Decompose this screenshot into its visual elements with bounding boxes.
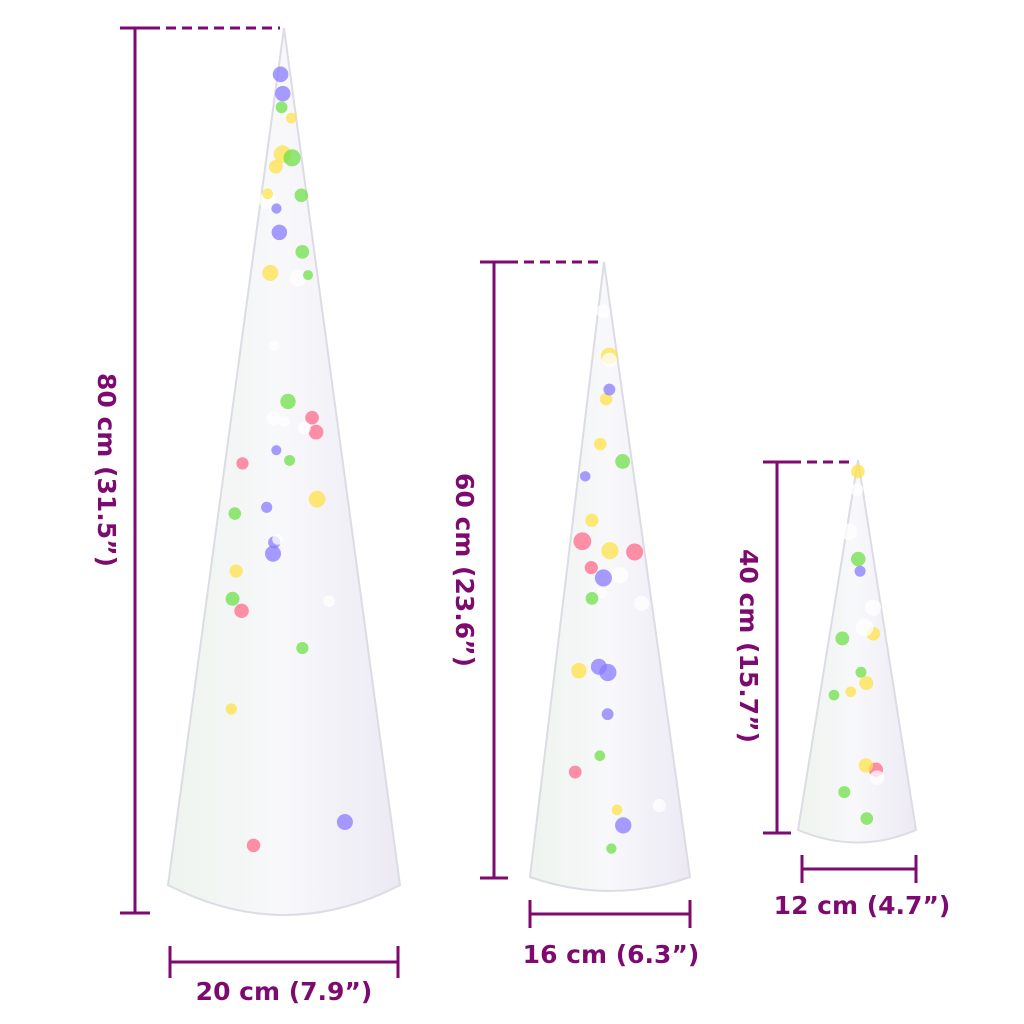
led-light [225, 703, 237, 715]
led-light [283, 149, 301, 167]
led-light [652, 799, 666, 813]
large-width-dimension-line [168, 946, 400, 978]
led-light [594, 750, 606, 762]
led-light [615, 817, 632, 834]
led-light [850, 483, 864, 497]
led-light [869, 770, 885, 785]
led-light [865, 599, 882, 616]
led-light [855, 666, 867, 678]
led-light [573, 532, 592, 551]
led-light [308, 490, 326, 508]
led-light [305, 410, 319, 425]
led-light [606, 843, 617, 854]
led-light [308, 424, 324, 440]
led-light [601, 708, 614, 721]
led-light [272, 534, 283, 545]
led-light [295, 244, 310, 259]
led-light [854, 565, 866, 577]
led-light [851, 551, 866, 567]
led-light [266, 411, 281, 426]
led-light [603, 383, 616, 396]
led-light [585, 513, 599, 527]
led-light [268, 340, 280, 351]
large-height-dimension-line [120, 26, 280, 915]
led-light [571, 662, 587, 679]
led-light [611, 804, 623, 816]
led-light [828, 689, 840, 701]
led-light [271, 224, 288, 241]
led-light [593, 437, 607, 451]
led-light [615, 454, 631, 469]
led-light [275, 85, 291, 102]
led-light [596, 587, 608, 599]
led-light [859, 676, 874, 691]
small-height-dimension-line [763, 460, 852, 835]
small-height-label: 40 cm (15.7”) [734, 549, 763, 743]
led-light [269, 160, 283, 174]
led-light [858, 758, 874, 773]
large-width-label: 20 cm (7.9”) [196, 977, 373, 1006]
led-light [838, 786, 851, 799]
led-light [234, 603, 249, 619]
led-light [229, 564, 243, 578]
led-light [284, 454, 296, 466]
led-light [855, 618, 874, 637]
led-light [860, 812, 874, 825]
large-cone-tree [166, 27, 402, 916]
led-light [851, 464, 865, 479]
led-light [297, 421, 311, 435]
led-light [584, 561, 598, 575]
led-light [275, 101, 288, 114]
led-light [626, 543, 644, 561]
led-light [271, 445, 282, 456]
led-light [840, 523, 858, 541]
led-light [246, 838, 261, 853]
led-light [271, 203, 282, 214]
led-light [323, 595, 336, 608]
led-light [336, 813, 353, 830]
led-light [280, 393, 296, 410]
led-light [611, 567, 629, 584]
small-width-dimension-line [800, 855, 918, 883]
small-width-label: 12 cm (4.7”) [774, 891, 951, 920]
led-light [585, 592, 599, 605]
medium-width-label: 16 cm (6.3”) [523, 940, 700, 969]
led-light [601, 542, 619, 560]
medium-height-label: 60 cm (23.6”) [450, 473, 479, 667]
led-light [296, 642, 309, 655]
led-light [599, 392, 613, 406]
led-light [596, 304, 611, 319]
led-light [289, 269, 307, 287]
led-light [294, 188, 309, 203]
medium-height-dimension-line [480, 260, 598, 880]
led-light [261, 501, 273, 513]
led-light [262, 264, 279, 281]
led-light [285, 112, 297, 124]
led-light [594, 569, 612, 587]
led-light [845, 686, 857, 698]
large-height-label: 80 cm (31.5”) [92, 373, 121, 567]
led-light [634, 595, 650, 611]
led-light [590, 658, 607, 675]
led-light [228, 507, 242, 520]
led-light [264, 545, 282, 562]
small-cone-tree [796, 459, 918, 844]
medium-width-dimension-line [528, 900, 692, 928]
led-light [279, 416, 290, 427]
led-light [262, 188, 273, 200]
led-light [568, 765, 582, 779]
led-light [272, 66, 289, 83]
led-light [236, 457, 249, 470]
led-light [225, 591, 240, 606]
led-light [580, 471, 591, 482]
led-light [302, 270, 314, 281]
led-light [835, 631, 850, 646]
led-light [602, 352, 617, 368]
